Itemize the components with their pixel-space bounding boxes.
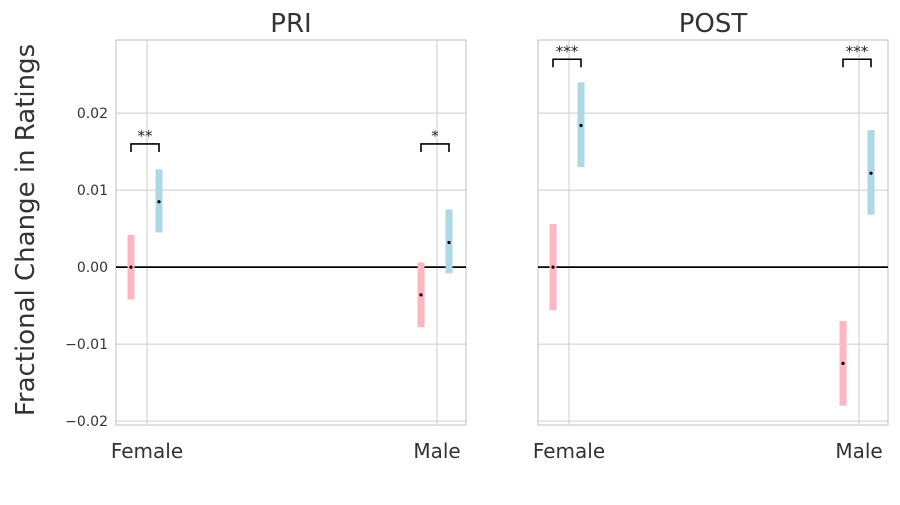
data-point bbox=[869, 171, 873, 175]
significance-bracket bbox=[130, 143, 160, 152]
y-tick-label: 0.02 bbox=[77, 106, 108, 122]
x-tick-label: Female bbox=[111, 439, 183, 463]
significance-label: ** bbox=[138, 127, 154, 145]
chart-title: POST bbox=[679, 9, 748, 39]
y-tick-label: 0.01 bbox=[77, 183, 108, 199]
significance-bracket bbox=[842, 58, 872, 68]
x-tick-label: Female bbox=[533, 439, 605, 463]
y-tick-label: −0.01 bbox=[65, 337, 108, 353]
x-tick-label: Male bbox=[835, 439, 882, 463]
plot-frame bbox=[537, 39, 889, 426]
data-point bbox=[157, 200, 161, 204]
y-axis-label: Fractional Change in Ratings bbox=[11, 44, 41, 416]
chart-title: PRI bbox=[270, 9, 311, 39]
data-point bbox=[579, 123, 583, 128]
plot-frame bbox=[115, 39, 467, 426]
data-point bbox=[551, 265, 555, 269]
panel-post: Female Male POST *** *** bbox=[533, 9, 889, 463]
y-tick-label: −0.02 bbox=[65, 414, 108, 430]
y-tick-label: 0.00 bbox=[77, 260, 108, 276]
significance-label: *** bbox=[846, 42, 869, 60]
data-point bbox=[447, 240, 451, 245]
significance-bracket bbox=[552, 58, 582, 68]
data-point bbox=[419, 293, 423, 297]
significance-label: * bbox=[431, 127, 439, 145]
x-tick-label: Male bbox=[413, 439, 460, 463]
data-point bbox=[129, 265, 133, 269]
significance-label: *** bbox=[556, 42, 579, 60]
significance-bracket bbox=[420, 143, 450, 152]
data-point bbox=[841, 361, 845, 365]
